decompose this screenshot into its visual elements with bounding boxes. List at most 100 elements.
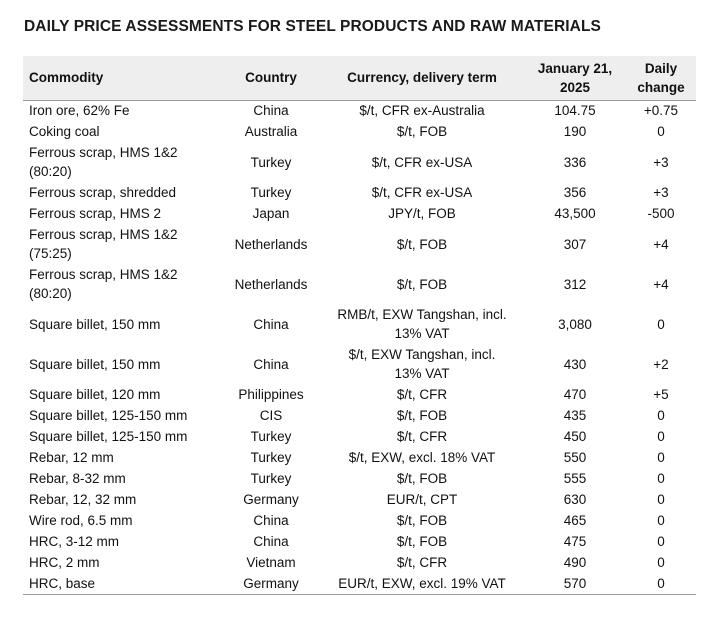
cell-commodity: HRC, 3-12 mm (29, 534, 120, 549)
cell-price: 312 (563, 276, 587, 292)
cell-currency: $/t, CFR ex-USA (371, 154, 473, 170)
cell-commodity: Rebar, 8-32 mm (29, 471, 126, 486)
cell-commodity: Rebar, 12 mm (29, 450, 114, 465)
table-row: Ferrous scrap, shredded Turkey $/t, CFR ex… (23, 182, 696, 203)
cell-country: Turkey (250, 471, 292, 486)
cell-currency: $/t, FOB (396, 471, 448, 486)
table-row: Ferrous scrap, HMS 2 Japan JPY/t, FOB 43,50… (23, 203, 696, 224)
cell-country: China (253, 316, 289, 332)
cell-daily-change: 0 (657, 408, 665, 423)
table-row: Square billet, 150 mm China RMB/t, EXW Tan… (23, 304, 696, 344)
table-row: Ferrous scrap, HMS 1&2 (80:20) Netherland… (23, 264, 696, 304)
cell-price: 470 (563, 387, 587, 402)
cell-price: 336 (563, 154, 587, 170)
cell-commodity: Rebar, 12, 32 mm (29, 492, 137, 507)
header-country: Country (222, 56, 320, 101)
table-row: Rebar, 12, 32 mm Germany EUR/t, CPT 630 0 (23, 489, 696, 510)
cell-daily-change: +4 (653, 276, 669, 292)
cell-country: China (253, 103, 289, 119)
cell-price: 450 (563, 429, 587, 444)
cell-commodity: Ferrous scrap, shredded (29, 185, 177, 200)
cell-commodity: HRC, base (23, 573, 222, 595)
cell-daily-change: 0 (657, 124, 665, 139)
cell-daily-change: +0.75 (643, 103, 679, 119)
cell-currency: $/t, FOB (396, 408, 448, 423)
cell-country: Netherlands (234, 236, 308, 252)
price-table: Commodity Country Currency, delivery ter… (23, 56, 696, 595)
header-date: January 21, 2025 (524, 56, 626, 101)
cell-price: 356 (563, 185, 587, 200)
cell-daily-change: 0 (657, 429, 665, 444)
cell-daily-change: -500 (647, 206, 675, 221)
cell-country: Turkey (250, 429, 292, 444)
cell-currency: $/t, CFR ex-Australia (359, 103, 485, 119)
header-commodity: Commodity (23, 56, 222, 101)
cell-commodity: HRC, 2 mm (29, 555, 100, 570)
table-header: Commodity Country Currency, delivery ter… (23, 56, 696, 101)
cell-currency: JPY/t, FOB (388, 206, 456, 221)
cell-daily-change: 0 (626, 573, 696, 595)
cell-price: 550 (563, 450, 587, 465)
cell-currency: $/t, FOB (396, 276, 448, 292)
cell-daily-change: 0 (657, 471, 665, 486)
cell-country: Turkey (250, 450, 292, 465)
cell-currency: $/t, EXW, excl. 18% VAT (348, 450, 496, 465)
cell-country: Turkey (250, 154, 292, 170)
header-daily-change: Daily change (626, 56, 696, 101)
table-row: Square billet, 150 mm China $/t, EXW Tangs… (23, 344, 696, 384)
cell-daily-change: 0 (657, 555, 665, 570)
cell-currency: EUR/t, CPT (386, 492, 458, 507)
cell-currency: $/t, FOB (396, 534, 448, 549)
cell-commodity: Ferrous scrap, HMS 1&2 (80:20) (29, 145, 178, 179)
cell-price: 490 (563, 555, 587, 570)
cell-currency: RMB/t, EXW Tangshan, incl. 13% VAT (337, 307, 507, 341)
cell-price: 43,500 (554, 206, 596, 221)
cell-commodity: Wire rod, 6.5 mm (29, 513, 133, 528)
cell-commodity: Square billet, 150 mm (29, 356, 161, 372)
cell-country: Netherlands (234, 276, 308, 292)
cell-price: 570 (524, 573, 626, 595)
cell-country: China (253, 534, 289, 549)
cell-price: 190 (563, 124, 587, 139)
cell-price: 630 (563, 492, 587, 507)
cell-daily-change: 0 (657, 534, 665, 549)
cell-price: 435 (563, 408, 587, 423)
cell-commodity: Square billet, 125-150 mm (29, 429, 188, 444)
page-title: DAILY PRICE ASSESSMENTS FOR STEEL PRODUC… (24, 18, 601, 35)
cell-currency: $/t, CFR (396, 429, 448, 444)
table-row: Square billet, 120 mm Philippines $/t, CFR… (23, 384, 696, 405)
cell-daily-change: 0 (657, 316, 665, 332)
cell-daily-change: +3 (653, 154, 669, 170)
cell-daily-change: 0 (657, 492, 665, 507)
cell-daily-change: +3 (653, 185, 669, 200)
cell-commodity: Square billet, 125-150 mm (29, 408, 188, 423)
cell-country: Germany (243, 492, 299, 507)
table-row: Wire rod, 6.5 mm China $/t, FOB 465 0 (23, 510, 696, 531)
cell-commodity: Square billet, 120 mm (29, 387, 161, 402)
cell-country: CIS (259, 408, 283, 423)
cell-country: China (253, 513, 289, 528)
cell-currency: $/t, EXW Tangshan, incl. 13% VAT (348, 347, 496, 381)
cell-country: Turkey (250, 185, 292, 200)
cell-country: Philippines (238, 387, 304, 402)
cell-country: Germany (222, 573, 320, 595)
cell-currency: EUR/t, EXW, excl. 19% VAT (320, 573, 524, 595)
cell-daily-change: +5 (653, 387, 669, 402)
cell-country: Japan (252, 206, 290, 221)
cell-commodity: Square billet, 150 mm (29, 316, 161, 332)
table-row: Ferrous scrap, HMS 1&2 (80:20) Turkey $/t,… (23, 142, 696, 182)
table-row: Rebar, 12 mm Turkey $/t, EXW, excl. 18% VA… (23, 447, 696, 468)
cell-currency: $/t, CFR ex-USA (371, 185, 473, 200)
table-row: Square billet, 125-150 mm Turkey $/t, CFR 4… (23, 426, 696, 447)
cell-price: 430 (563, 356, 587, 372)
table-row: Rebar, 8-32 mm Turkey $/t, FOB 555 0 (23, 468, 696, 489)
table-row: HRC, 3-12 mm China $/t, FOB 475 0 (23, 531, 696, 552)
header-currency: Currency, delivery term (320, 56, 524, 101)
cell-price: 104.75 (554, 103, 596, 119)
header-row: Commodity Country Currency, delivery ter… (23, 56, 696, 101)
cell-daily-change: 0 (657, 450, 665, 465)
cell-daily-change: +4 (653, 236, 669, 252)
cell-commodity: Ferrous scrap, HMS 2 (29, 206, 162, 221)
table-row: HRC, 2 mm Vietnam $/t, CFR 490 0 (23, 552, 696, 573)
